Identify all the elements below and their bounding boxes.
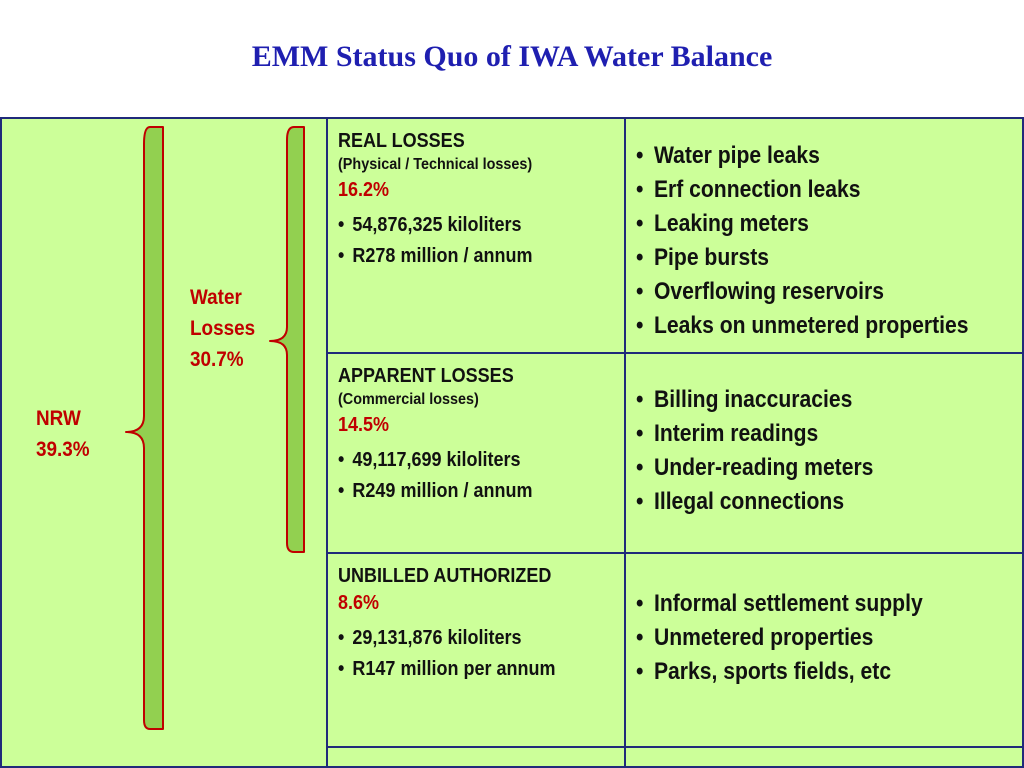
page-title: EMM Status Quo of IWA Water Balance [251, 40, 773, 73]
list-item: Interim readings [636, 417, 970, 451]
list-item: R249 million / annum [338, 476, 586, 507]
nrw-brace [125, 126, 164, 730]
list-item: Water pipe leaks [636, 139, 970, 173]
nrw-label: NRW 39.3% [36, 403, 90, 465]
list-item: Leaks on unmetered properties [636, 309, 970, 343]
water-losses-brace [269, 126, 305, 553]
nrw-name: NRW [36, 407, 81, 430]
apparent-losses-causes-cell: Billing inaccuracies Interim readings Un… [624, 352, 1024, 554]
real-losses-percent: 16.2% [338, 179, 390, 201]
list-item: Leaking meters [636, 207, 970, 241]
list-item: R278 million / annum [338, 241, 586, 272]
list-item: Informal settlement supply [636, 587, 970, 621]
water-losses-label: Water Losses 30.7% [190, 282, 255, 375]
list-item: 29,131,876 kiloliters [338, 623, 586, 654]
apparent-losses-heading: APPARENT LOSSES [338, 365, 514, 387]
list-item: Pipe bursts [636, 241, 970, 275]
apparent-losses-stats: 49,117,699 kiloliters R249 million / ann… [338, 445, 614, 507]
apparent-losses-cell: APPARENT LOSSES (Commercial losses) 14.5… [326, 352, 626, 554]
unbilled-authorized-cell: UNBILLED AUTHORIZED 8.6% 29,131,876 kilo… [326, 552, 626, 748]
list-item: Parks, sports fields, etc [636, 655, 970, 689]
apparent-losses-subheading: (Commercial losses) [338, 391, 479, 408]
list-item: 54,876,325 kiloliters [338, 210, 586, 241]
list-item: Billing inaccuracies [636, 383, 970, 417]
unbilled-authorized-heading: UNBILLED AUTHORIZED [338, 565, 552, 587]
list-item: R147 million per annum [338, 654, 586, 685]
unbilled-authorized-percent: 8.6% [338, 592, 380, 614]
real-losses-subheading: (Physical / Technical losses) [338, 156, 533, 173]
unbilled-authorized-causes: Informal settlement supply Unmetered pro… [636, 587, 1016, 689]
apparent-losses-causes: Billing inaccuracies Interim readings Un… [636, 383, 1016, 519]
apparent-losses-percent: 14.5% [338, 414, 390, 436]
list-item: Unmetered properties [636, 621, 970, 655]
list-item: Overflowing reservoirs [636, 275, 970, 309]
nrw-percent: 39.3% [36, 438, 90, 461]
real-losses-heading: REAL LOSSES [338, 130, 465, 152]
unbilled-authorized-stats: 29,131,876 kiloliters R147 million per a… [338, 623, 614, 685]
real-losses-causes: Water pipe leaks Erf connection leaks Le… [636, 139, 1016, 343]
list-item: Illegal connections [636, 485, 970, 519]
list-item: Erf connection leaks [636, 173, 970, 207]
unbilled-authorized-causes-cell: Informal settlement supply Unmetered pro… [624, 552, 1024, 748]
water-losses-line2: Losses [190, 317, 256, 340]
real-losses-stats: 54,876,325 kiloliters R278 million / ann… [338, 210, 614, 272]
bottom-right-cell [624, 746, 1024, 768]
list-item: 49,117,699 kiloliters [338, 445, 586, 476]
list-item: Under-reading meters [636, 451, 970, 485]
water-losses-percent: 30.7% [190, 348, 244, 371]
water-losses-line1: Water [190, 286, 242, 309]
